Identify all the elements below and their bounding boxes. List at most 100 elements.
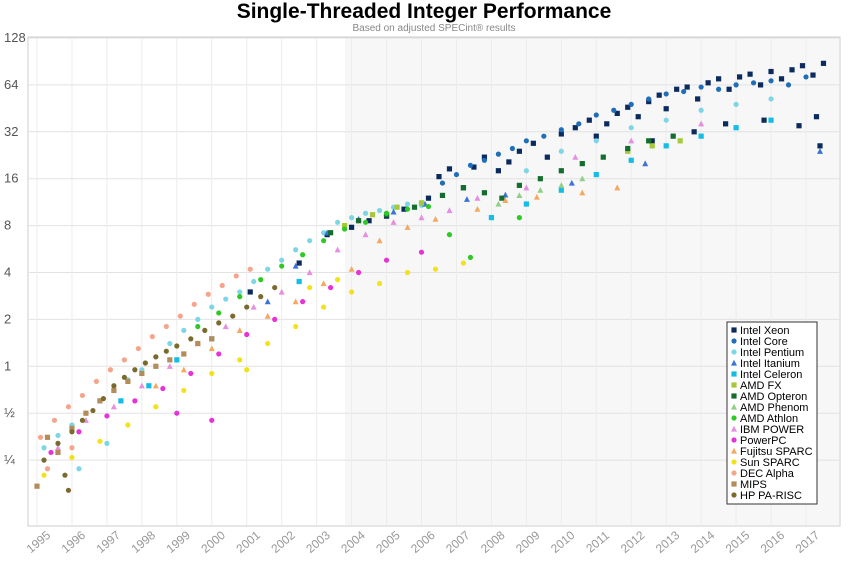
data-point	[506, 159, 512, 165]
data-point	[736, 74, 743, 80]
data-point	[174, 357, 180, 363]
data-point	[537, 186, 544, 193]
data-point	[205, 291, 211, 297]
data-point	[463, 196, 470, 202]
data-point	[495, 168, 501, 174]
data-point	[635, 114, 641, 120]
data-point	[149, 334, 155, 340]
legend-label: AMD Athlon	[740, 413, 798, 425]
data-point	[404, 224, 411, 230]
data-point	[272, 316, 278, 322]
data-point	[293, 247, 299, 253]
data-point	[544, 154, 550, 160]
legend-label: Intel Celeron	[740, 369, 802, 381]
data-point	[439, 180, 446, 186]
data-point	[348, 289, 355, 295]
data-point	[107, 367, 114, 373]
x-tick-label: 2001	[233, 528, 263, 556]
data-point	[411, 204, 418, 210]
chart-title: Single-Threaded Integer Performance	[237, 0, 612, 23]
data-point	[153, 354, 159, 360]
data-point	[663, 91, 669, 97]
data-point	[586, 117, 592, 123]
y-axis: ¼ ½ 1 2 4 8 16 32 64 128	[4, 30, 26, 467]
x-tick-label: 2017	[793, 528, 823, 556]
legend-item: Intel Core	[731, 336, 788, 348]
data-point	[219, 282, 225, 289]
legend-item: AMD Athlon	[731, 413, 798, 425]
data-point	[110, 403, 117, 410]
data-point	[65, 404, 72, 410]
data-point	[236, 327, 243, 333]
data-point	[93, 378, 100, 384]
y-tick-label: 1	[4, 358, 11, 373]
data-point	[142, 360, 148, 366]
data-point	[558, 187, 564, 193]
data-point	[425, 203, 432, 210]
data-point	[174, 410, 180, 416]
data-point	[474, 194, 481, 201]
data-point	[132, 398, 138, 404]
data-point	[768, 96, 774, 102]
data-point	[153, 404, 159, 410]
data-point	[121, 374, 127, 380]
data-point	[111, 387, 117, 394]
data-point	[181, 327, 187, 333]
data-point	[55, 440, 61, 446]
data-point	[278, 288, 285, 295]
x-tick-label: 2015	[723, 528, 753, 556]
data-point	[681, 88, 687, 95]
data-point	[446, 166, 453, 172]
data-point	[642, 160, 649, 167]
data-point	[604, 121, 610, 127]
data-point	[796, 123, 802, 129]
data-point	[55, 449, 61, 456]
data-point	[250, 303, 257, 310]
legend-label: Intel Xeon	[740, 325, 790, 337]
data-point	[41, 457, 47, 463]
data-point	[376, 207, 383, 214]
data-point	[69, 425, 75, 431]
data-point	[523, 168, 529, 174]
data-point	[404, 206, 411, 212]
data-point	[481, 157, 488, 163]
data-point	[516, 182, 522, 188]
data-point	[425, 195, 432, 201]
x-tick-label: 1995	[24, 528, 54, 556]
data-point	[69, 445, 75, 451]
legend-label: IBM POWER	[740, 424, 804, 436]
data-point	[768, 117, 774, 123]
data-point	[579, 175, 586, 182]
data-point	[716, 76, 722, 82]
data-point	[209, 417, 215, 423]
data-point	[404, 269, 411, 276]
x-tick-label: 2004	[338, 528, 368, 556]
data-point	[523, 184, 530, 191]
data-point	[279, 263, 285, 269]
data-point	[202, 327, 208, 333]
data-point	[79, 417, 86, 423]
data-point	[244, 304, 250, 310]
data-point	[296, 278, 302, 285]
data-point	[160, 385, 166, 392]
data-point	[37, 434, 44, 440]
data-point	[530, 140, 536, 146]
data-point	[230, 313, 236, 319]
data-point	[698, 107, 704, 113]
data-point	[698, 84, 704, 90]
legend-label: PowerPC	[740, 435, 787, 447]
x-tick-label: 2014	[688, 528, 718, 556]
data-point	[537, 176, 543, 182]
legend-label: AMD FX	[740, 380, 782, 392]
data-point	[251, 278, 257, 285]
data-point	[237, 294, 243, 300]
legend-swatch	[731, 492, 737, 498]
legend-item: IBM POWER	[731, 424, 804, 436]
legend-swatch	[731, 382, 737, 388]
data-point	[181, 351, 187, 357]
data-point	[432, 266, 439, 272]
data-point	[628, 125, 634, 131]
data-point	[747, 71, 753, 77]
data-point	[785, 82, 792, 88]
